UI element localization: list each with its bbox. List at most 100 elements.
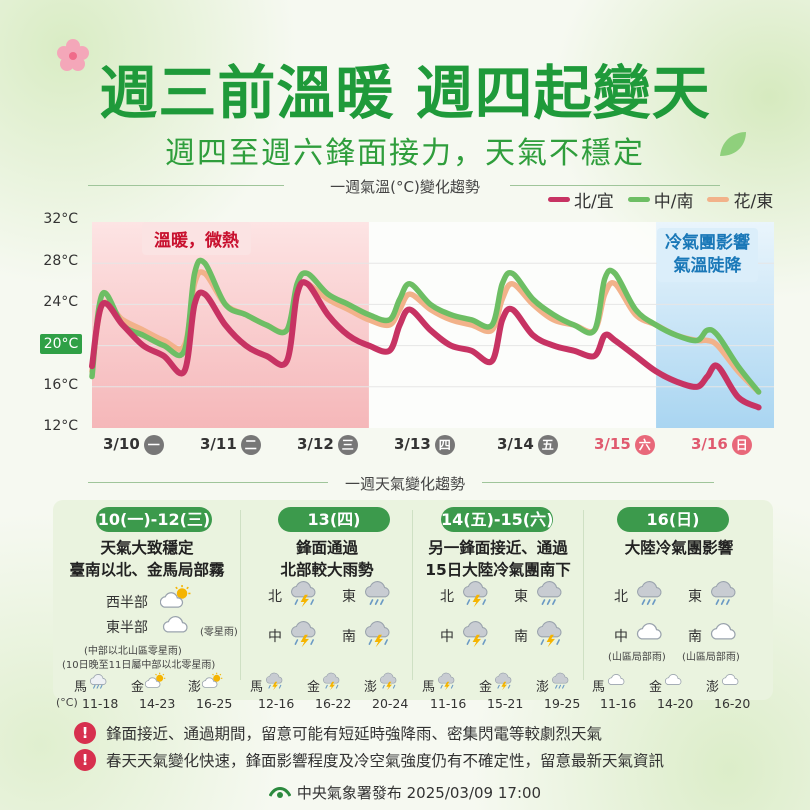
headline-line: 臺南以北、金馬局部霧 [69, 561, 225, 579]
period-label: 16(日) [617, 507, 729, 532]
section-divider [88, 482, 328, 483]
island-label: 澎 [536, 680, 550, 695]
period-headline: 大陸冷氣團影響 [586, 537, 772, 559]
footer: 中央氣象署發布 2025/03/09 17:00 [0, 782, 810, 804]
page-subtitle: 週四至週六鋒面接力，天氣不穩定 [165, 136, 645, 171]
region-label: 東 [514, 589, 528, 605]
rain-icon [550, 672, 572, 694]
thunderstorm-icon [436, 672, 458, 694]
region-label: 東 [688, 589, 702, 605]
publisher-text: 中央氣象署發布 2025/03/09 17:00 [296, 784, 542, 802]
temperature-range: 16-20 [714, 696, 751, 711]
advisory-text: 鋒面接近、通過期間，留意可能有短延時強降雨、密集閃電等較劇烈天氣 [106, 725, 603, 743]
thunderstorm-icon [378, 672, 400, 694]
y-tick-label-highlight: 20°C [40, 334, 82, 354]
column-divider [583, 510, 584, 680]
headline-line: 北部較大雨勢 [280, 561, 374, 579]
cold-annotation: 冷氣團影響 氣溫陡降 [657, 228, 758, 282]
thunderstorm-icon [460, 580, 494, 611]
cloud-rain-icon [88, 672, 110, 694]
x-tick-label: 3/13 四 [394, 435, 455, 455]
period-headline: 鋒面通過 北部較大雨勢 [242, 537, 412, 581]
chart-legend: 北/宜 中/南 花/東 [548, 187, 773, 212]
cloud-icon [663, 672, 685, 694]
legend-item: 花/東 [707, 187, 773, 212]
temperature-range: 15-21 [487, 696, 524, 711]
advisory-note: ! 春天天氣變化快速，鋒面影響程度及冷空氣強度仍有不確定性，留意最新天氣資訊 [74, 749, 664, 771]
thunderstorm-icon [362, 620, 396, 651]
column-divider [412, 510, 413, 680]
region-label: 北 [440, 589, 454, 605]
temperature-range: 11-18 [82, 696, 119, 711]
flower-icon [56, 38, 90, 76]
column-divider [240, 510, 241, 680]
advisory-text: 春天天氣變化快速，鋒面影響程度及冷空氣強度仍有不確定性，留意最新天氣資訊 [106, 752, 665, 770]
region-label: 中 [268, 629, 282, 645]
rain-note: (山區局部雨) [682, 652, 740, 663]
period-headline: 另一鋒面接近、通過 15日大陸冷氣團南下 [414, 537, 582, 581]
region-label: 東 [342, 589, 356, 605]
y-tick-label: 16°C [43, 377, 78, 393]
headline-line: 鋒面通過 [295, 539, 358, 557]
cold-annotation-line: 氣溫陡降 [673, 256, 742, 276]
rain-note: (零星雨) [200, 627, 238, 638]
x-tick-label: 3/15 六 [594, 435, 655, 455]
cloud-icon [634, 620, 668, 651]
leaf-icon [718, 130, 748, 162]
x-tick-label: 3/10 一 [103, 435, 164, 455]
area-note: (中部以北山區零星雨) [84, 646, 182, 657]
weather-section-title: 一週天氣變化趨勢 [344, 475, 465, 493]
partly-sunny-icon [144, 672, 167, 694]
island-label: 金 [307, 680, 321, 695]
thunderstorm-icon [460, 620, 494, 651]
thunderstorm-icon [493, 672, 515, 694]
rain-icon [362, 580, 396, 611]
island-label: 澎 [364, 680, 378, 695]
island-label: 金 [131, 680, 145, 695]
island-label: 馬 [250, 680, 264, 695]
island-label: 馬 [422, 680, 436, 695]
island-label: 金 [649, 680, 663, 695]
island-label: 馬 [592, 680, 606, 695]
region-label: 中 [440, 629, 454, 645]
region-label: 東半部 [106, 620, 148, 636]
chart-section-title: 一週氣溫(°C)變化趨勢 [330, 178, 480, 196]
temperature-range: 14-20 [657, 696, 694, 711]
page-title: 週三前溫暖 週四起變天 [99, 59, 711, 127]
island-label: 金 [479, 680, 493, 695]
island-label: 馬 [74, 680, 88, 695]
warm-annotation: 溫暖，微熱 [142, 222, 251, 255]
partly-sunny-icon [201, 672, 224, 694]
y-tick-label: 24°C [43, 294, 78, 310]
y-tick-label: 32°C [43, 211, 78, 227]
temperature-range: 12-16 [258, 696, 295, 711]
thunderstorm-icon [288, 620, 322, 651]
unit-label: (°C) [56, 696, 78, 709]
temperature-range: 20-24 [372, 696, 409, 711]
region-label: 北 [268, 589, 282, 605]
x-tick-label: 3/14 五 [497, 435, 558, 455]
rain-note: (山區局部雨) [608, 652, 666, 663]
series-line-0 [89, 279, 762, 411]
region-label: 南 [514, 629, 528, 645]
thunderstorm-icon [534, 620, 568, 651]
temperature-range: 16-22 [315, 696, 352, 711]
area-note: (10日晚至11日屬中部以北零星雨) [62, 660, 216, 671]
rain-icon [634, 580, 668, 611]
island-label: 澎 [188, 680, 202, 695]
y-tick-label: 28°C [43, 253, 78, 269]
thunderstorm-icon [288, 580, 322, 611]
cloud-icon [708, 620, 742, 651]
headline-line: 天氣大致穩定 [100, 539, 194, 557]
legend-item: 北/宜 [548, 187, 614, 212]
period-label: 10(一)-12(三) [96, 507, 212, 532]
region-label: 中 [614, 629, 628, 645]
temperature-range: 11-16 [430, 696, 467, 711]
advisory-note: ! 鋒面接近、通過期間，留意可能有短延時強降雨、密集閃電等較劇烈天氣 [74, 722, 602, 744]
headline-line: 15日大陸冷氣團南下 [425, 561, 571, 579]
x-tick-label: 3/11 二 [200, 435, 261, 455]
y-tick-label: 12°C [43, 418, 78, 434]
partly-sunny-icon [159, 584, 194, 615]
thunderstorm-icon [264, 672, 286, 694]
temperature-range: 16-25 [196, 696, 233, 711]
